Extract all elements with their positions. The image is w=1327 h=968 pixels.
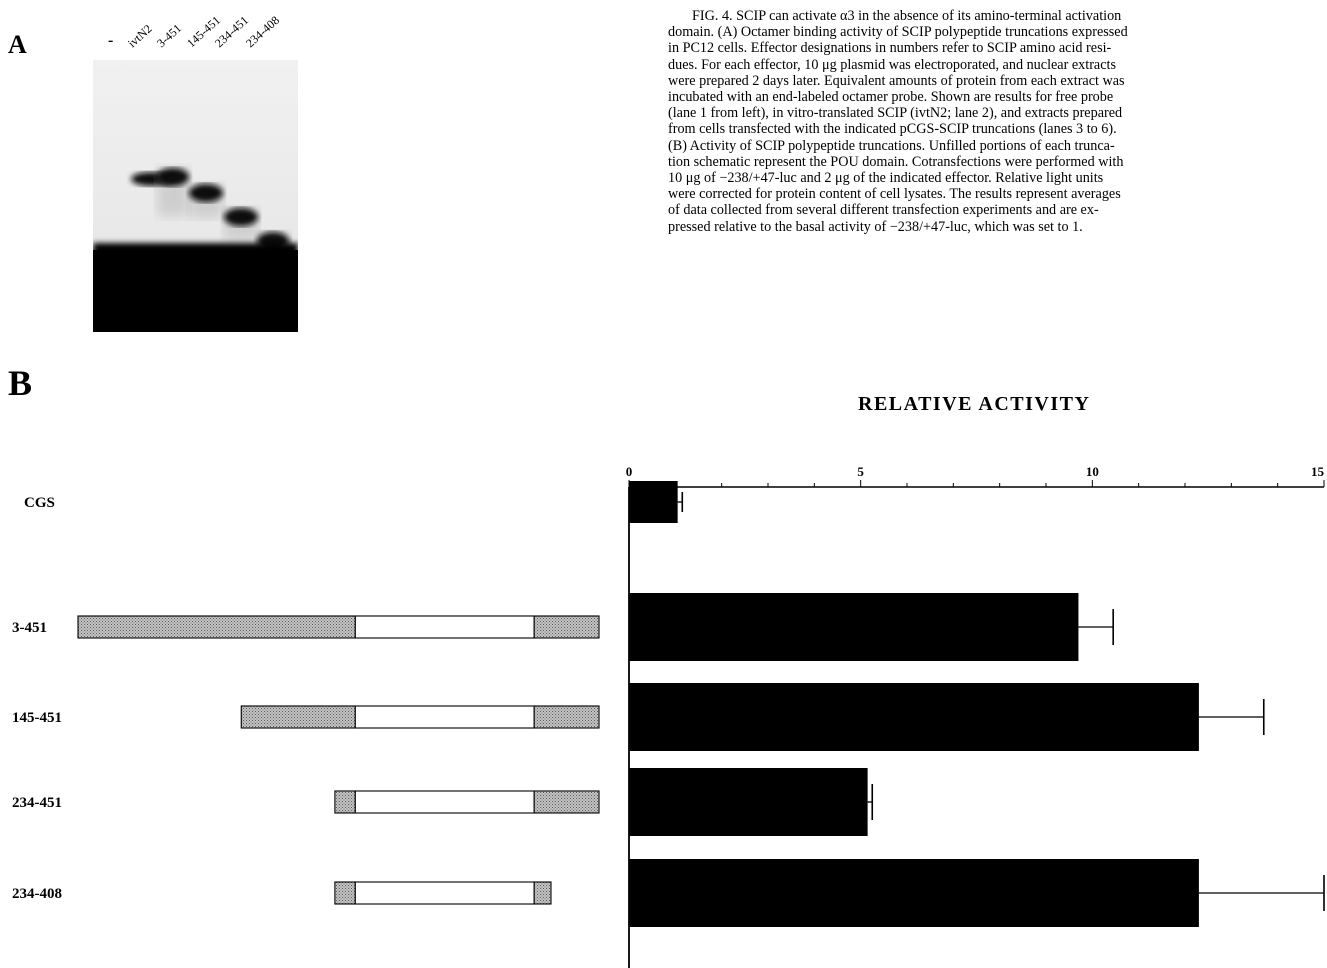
bar-234-451 bbox=[629, 768, 868, 836]
row-label-3-451: 3-451 bbox=[12, 620, 47, 636]
schematic-segment-pou-domain bbox=[354, 705, 535, 729]
caption-line: were corrected for protein content of ce… bbox=[668, 186, 1121, 203]
bar-3-451 bbox=[629, 593, 1079, 661]
gel-image bbox=[93, 60, 298, 332]
caption-line: tion schematic represent the POU domain.… bbox=[668, 153, 1124, 170]
x-tick-label: 5 bbox=[857, 464, 864, 479]
x-tick-label: 0 bbox=[626, 464, 633, 479]
schematic-segment-shaded bbox=[533, 615, 600, 639]
schematic-segment-pou-domain bbox=[354, 790, 535, 814]
bar-234-408 bbox=[629, 859, 1199, 927]
x-tick-label: 10 bbox=[1086, 464, 1099, 479]
row-label-CGS: CGS bbox=[24, 495, 55, 511]
caption-line: domain. (A) Octamer binding activity of … bbox=[668, 24, 1128, 41]
caption-line: of data collected from several different… bbox=[668, 202, 1099, 219]
panel-b-label: B bbox=[8, 363, 33, 403]
gel-lane-label: ivtN2 bbox=[124, 21, 155, 51]
gel-band bbox=[157, 168, 189, 186]
schematic-segment-pou-domain bbox=[354, 615, 535, 639]
caption-line: FIG. 4. SCIP can activate α3 in the abse… bbox=[692, 8, 1122, 24]
caption-line: (B) Activity of SCIP polypeptide truncat… bbox=[668, 137, 1115, 154]
gel-band bbox=[189, 184, 223, 202]
caption-line: incubated with an end-labeled octamer pr… bbox=[668, 89, 1114, 106]
figure-caption: FIG. 4. SCIP can activate α3 in the abse… bbox=[668, 8, 1327, 235]
gel-lane-label: - bbox=[108, 32, 114, 49]
caption-line: in PC12 cells. Effector designations in … bbox=[668, 40, 1112, 57]
panel-a-label: A bbox=[8, 30, 27, 59]
caption-line: were prepared 2 days later. Equivalent a… bbox=[668, 72, 1125, 89]
x-tick-label: 15 bbox=[1311, 464, 1325, 479]
schematic-segment-shaded bbox=[533, 705, 600, 729]
schematic-segment-shaded bbox=[77, 615, 356, 639]
schematic-segment-shaded bbox=[334, 790, 356, 814]
row-label-234-408: 234-408 bbox=[12, 886, 62, 902]
chart-title: RELATIVE ACTIVITY bbox=[858, 393, 1091, 415]
caption-line: 10 μg of −238/+47-luc and 2 μg of the in… bbox=[668, 170, 1104, 187]
schematic-segment-pou-domain bbox=[354, 881, 535, 905]
caption-line: (lane 1 from left), in vitro-translated … bbox=[668, 105, 1123, 122]
schematic-segment-shaded bbox=[533, 881, 552, 905]
bar-CGS bbox=[629, 481, 678, 523]
schematic-segment-shaded bbox=[334, 881, 356, 905]
caption-line: dues. For each effector, 10 μg plasmid w… bbox=[668, 56, 1116, 73]
bar-145-451 bbox=[629, 683, 1199, 751]
gel-band bbox=[224, 208, 258, 226]
caption-line: pressed relative to the basal activity o… bbox=[668, 218, 1083, 235]
relative-activity-chart: 0 5 10 15 CGS 3-451 145-451 234-451 234-408 bbox=[12, 464, 1325, 968]
schematic-segment-shaded bbox=[240, 705, 356, 729]
caption-line: from cells transfected with the indicate… bbox=[668, 121, 1117, 138]
schematic-segment-shaded bbox=[533, 790, 600, 814]
gel-lane-label: 3-451 bbox=[153, 21, 185, 51]
gel-lane-label: 234-408 bbox=[242, 13, 283, 51]
gel-lane-labels: - ivtN2 3-451 145-451 234-451 234-408 bbox=[0, 0, 360, 80]
row-label-234-451: 234-451 bbox=[12, 795, 62, 811]
row-label-145-451: 145-451 bbox=[12, 710, 62, 726]
